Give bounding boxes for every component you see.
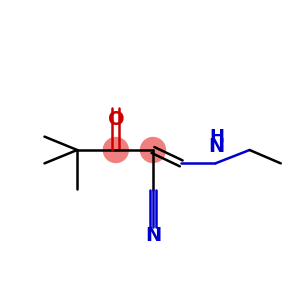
Text: N: N bbox=[209, 137, 225, 156]
Circle shape bbox=[140, 137, 166, 163]
Text: O: O bbox=[107, 110, 124, 129]
Circle shape bbox=[103, 137, 128, 163]
Text: N: N bbox=[145, 226, 161, 245]
Text: H: H bbox=[209, 128, 224, 146]
